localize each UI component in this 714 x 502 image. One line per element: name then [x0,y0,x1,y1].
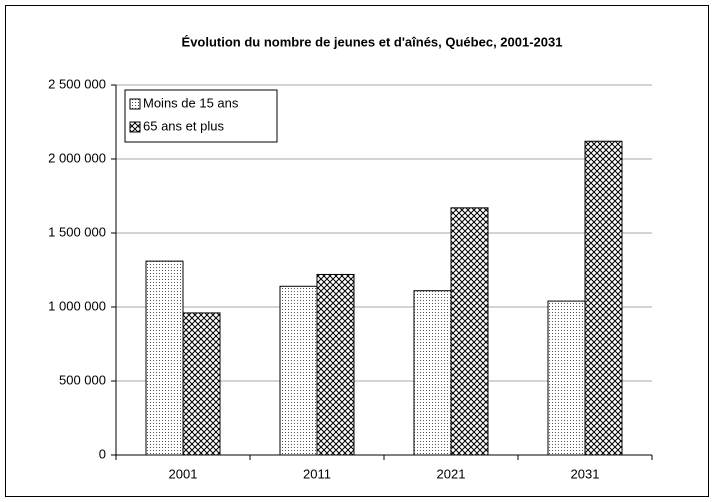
bar [182,312,221,456]
y-tick-label: 1 500 000 [48,224,106,239]
bar [413,290,452,456]
x-tick-label: 2021 [437,466,466,481]
bar [279,285,318,456]
y-tick-label: 0 [99,446,106,461]
bar [316,273,355,456]
legend-box [124,89,278,143]
legend-swatch [129,121,141,133]
bar [584,140,623,456]
chart-title: Évolution du nombre de jeunes et d'aînés… [182,34,563,49]
legend-label: Moins de 15 ans [143,95,239,110]
x-tick-label: 2001 [169,466,198,481]
y-tick-label: 500 000 [59,372,106,387]
y-tick-label: 2 500 000 [48,76,106,91]
legend-label: 65 ans et plus [143,118,224,133]
x-tick-label: 2011 [303,466,331,481]
legend-swatch [129,98,141,110]
bar [547,300,586,456]
bar [145,260,184,456]
y-tick-label: 2 000 000 [48,150,106,165]
y-tick-label: 1 000 000 [48,298,106,313]
bar [450,207,489,456]
x-tick-label: 2031 [571,466,600,481]
